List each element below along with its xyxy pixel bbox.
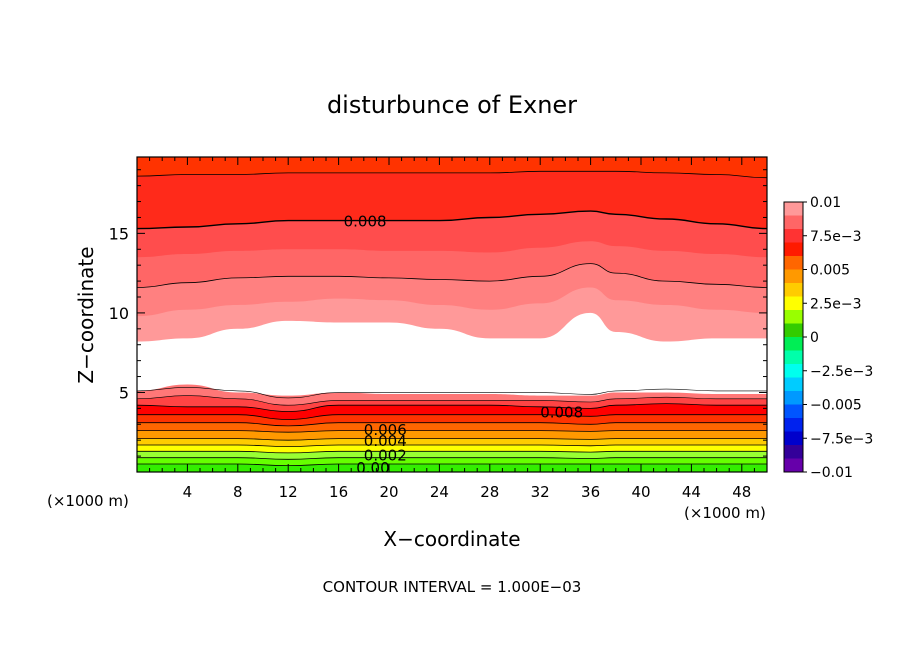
colorbar-swatch [784,310,803,324]
contour-label: 0.002 [364,447,407,465]
x-tick-label: 20 [379,483,398,501]
colorbar-label: 2.5e−3 [810,296,862,312]
x-tick-label: 44 [682,483,701,501]
contour-line [137,395,767,406]
colorbar-swatch [784,391,803,405]
colorbar-label: −7.5e−3 [810,431,873,447]
x-tick-label: 24 [430,483,449,501]
chart-title: disturbunce of Exner [327,91,577,119]
colorbar-swatch [784,418,803,432]
colorbar-label: −2.5e−3 [810,364,873,380]
contour-line [137,430,767,433]
colorbar-label: 0 [810,330,819,346]
x-tick-label: 12 [279,483,298,501]
colorbar-swatch [784,377,803,392]
contour-line [137,414,767,420]
y-tick-label: 10 [109,304,129,323]
colorbar-swatch [784,323,803,338]
contour-label: 0.00 [356,459,389,477]
colorbar-swatch [784,350,803,365]
x-tick-label: 32 [531,483,550,501]
x-axis-label: X−coordinate [383,527,520,551]
contour-label: 0.006 [364,421,407,439]
colorbar-swatch [784,269,803,284]
colorbar-label: 0.01 [810,195,841,211]
colorbar: 0.01 7.5e−3 0.005 2.5e−3 0 −2.5e−3 −0.005 −7.5e… [783,195,873,481]
colorbar-label: 0.005 [810,263,850,279]
x-tick-label: 8 [233,483,243,501]
colorbar-swatch [784,256,803,270]
contour-label: 0.004 [364,432,407,450]
colorbar-label: −0.005 [810,398,862,414]
colorbar-swatch [784,445,803,459]
colorbar-swatch [784,296,803,311]
colorbar-swatch [784,242,803,257]
colorbar-swatch [784,404,803,419]
contour-line [137,210,767,230]
colorbar-swatch [784,337,803,351]
contour-line [137,422,767,427]
x-tick-label: 36 [581,483,600,501]
x-unit-right: (×1000 m) [684,504,766,522]
x-tick-label: 40 [631,483,650,501]
contour-line [137,463,767,467]
colorbar-swatch [784,431,803,446]
y-tick-label: 5 [119,383,129,402]
colorbar-swatch [784,229,803,243]
colorbar-swatch [784,458,803,473]
colorbar-swatch [784,364,803,378]
x-tick-label: 4 [183,483,193,501]
y-tick-label: 15 [109,224,129,243]
colorbar-swatch [784,215,803,230]
x-unit-left: (×1000 m) [47,492,129,510]
contour-line [137,457,767,460]
contour-line [137,403,767,412]
contour-line [137,263,767,288]
contour-line [137,438,767,441]
contour-interval-note: CONTOUR INTERVAL = 1.000E−03 [323,578,582,596]
contour-label: 0.008 [344,213,387,231]
colorbar-label: −0.01 [810,465,853,481]
colorbar-swatch [784,202,803,216]
contour-line [137,450,767,454]
colorbar-label: 7.5e−3 [810,229,862,245]
contour-line [137,170,767,179]
contour-label: 0.008 [540,404,583,422]
y-axis-label: Z−coordinate [74,246,98,383]
x-tick-label: 28 [480,483,499,501]
x-tick-label: 16 [329,483,348,501]
colorbar-swatch [784,283,803,297]
x-tick-label: 48 [732,483,751,501]
contour-line [137,444,767,447]
contour-line [137,386,767,399]
